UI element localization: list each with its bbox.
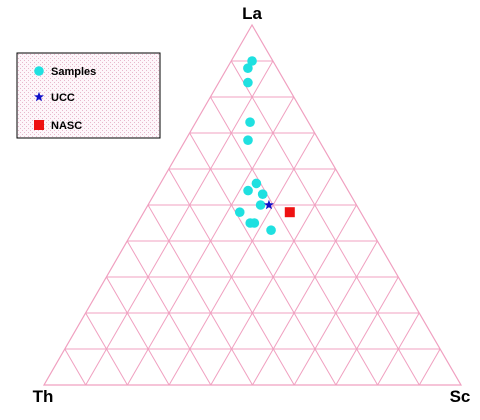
grid-line [230, 60, 420, 386]
samples-point [251, 178, 262, 189]
samples-point [243, 185, 253, 196]
grid-line [64, 348, 87, 386]
triangle-frame [42, 23, 463, 386]
legend-nasc-label: NASC [51, 120, 82, 132]
apex-label-sc: Sc [450, 387, 471, 406]
samples-point [257, 189, 268, 199]
legend-ucc-label: UCC [51, 92, 75, 104]
grid-line [335, 276, 399, 386]
samples-point [234, 207, 245, 217]
grid-line [252, 204, 357, 386]
samples-point [243, 77, 253, 88]
samples-point [247, 56, 257, 66]
grid-line [147, 204, 253, 386]
legend-ucc-marker [34, 91, 44, 102]
samples-point [243, 63, 253, 73]
ucc-point [263, 199, 274, 210]
legend-items: Samples UCC NASC [34, 66, 96, 132]
nasc-point [284, 207, 295, 218]
data-points [234, 56, 295, 235]
samples-point [243, 135, 253, 145]
legend-samples-label: Samples [51, 66, 96, 78]
apex-label-la: La [242, 4, 262, 23]
grid-line [293, 240, 378, 386]
grid-line [418, 348, 441, 386]
samples-point [266, 225, 276, 235]
grid-line [85, 312, 128, 386]
grid-line [168, 132, 316, 386]
legend-nasc-marker [34, 120, 44, 130]
grid-line [85, 60, 274, 386]
ternary-grid [64, 60, 441, 386]
grid-line [105, 276, 170, 386]
grid-line [126, 240, 212, 386]
legend-samples-marker [34, 66, 44, 76]
samples-point [245, 117, 255, 127]
legend: Samples UCC NASC [16, 52, 161, 139]
samples-point [255, 200, 266, 210]
grid-line [377, 312, 420, 386]
grid-line [189, 132, 337, 386]
samples-point [249, 218, 260, 228]
triangle-outline [42, 23, 463, 386]
apex-label-th: Th [33, 387, 54, 406]
